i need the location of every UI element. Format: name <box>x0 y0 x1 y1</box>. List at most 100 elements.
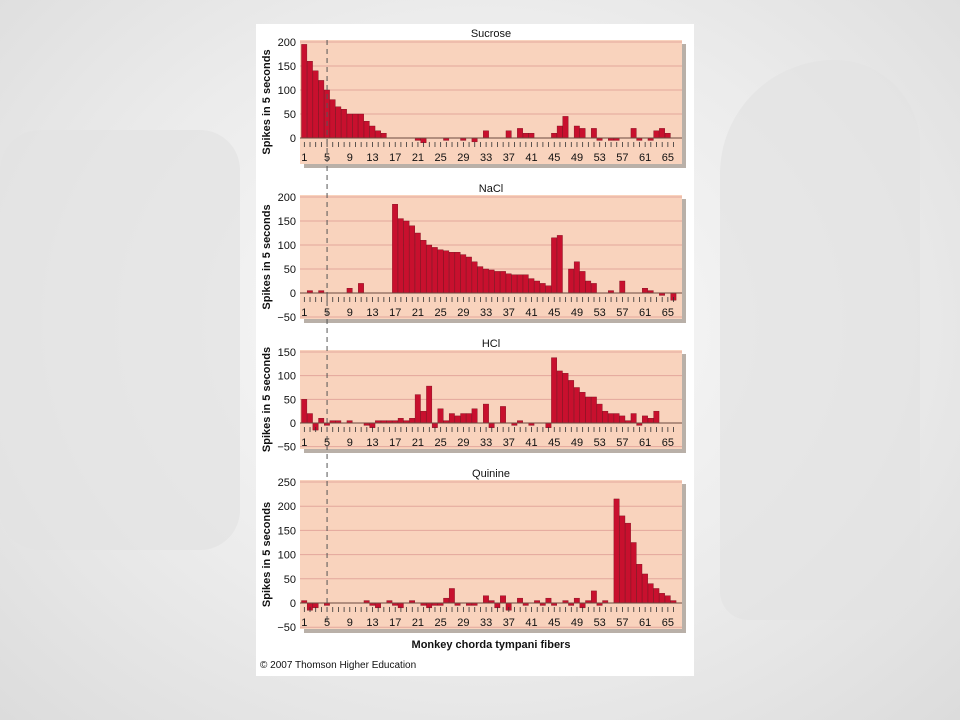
x-tick-label: 61 <box>639 307 651 319</box>
bar <box>329 99 336 139</box>
x-tick-label: 53 <box>594 307 606 319</box>
x-tick-label: 49 <box>571 307 583 319</box>
x-tick-label: 61 <box>639 437 651 449</box>
bar <box>437 249 444 294</box>
bar <box>335 106 342 139</box>
bar <box>448 413 455 424</box>
x-tick-label: 65 <box>662 152 674 164</box>
x-tick-label: 5 <box>324 617 330 629</box>
x-tick-label: 41 <box>525 617 537 629</box>
bar <box>341 108 347 139</box>
x-tick-label: 29 <box>457 152 469 164</box>
bar <box>562 373 569 424</box>
bar <box>522 132 529 139</box>
y-tick-label: 0 <box>290 133 296 145</box>
y-tick-label: 200 <box>278 37 296 49</box>
bar <box>573 597 580 604</box>
bar <box>642 288 648 294</box>
y-tick-label: 50 <box>284 109 296 121</box>
bar <box>318 418 325 424</box>
x-tick-label: 57 <box>616 617 628 629</box>
x-tick-label: 33 <box>480 307 492 319</box>
bar <box>636 564 643 604</box>
y-axis-label: Spikes in 5 seconds <box>261 502 273 607</box>
bar <box>380 132 387 139</box>
bar <box>619 280 626 294</box>
bar <box>426 385 433 424</box>
chart-panel <box>300 40 682 164</box>
bar <box>517 128 523 139</box>
y-tick-label: 50 <box>284 264 296 276</box>
bar <box>500 271 506 294</box>
x-tick-label: 37 <box>503 437 515 449</box>
bar <box>522 274 529 294</box>
x-tick-label: 37 <box>503 617 515 629</box>
bar <box>443 250 450 294</box>
bar <box>545 285 552 294</box>
x-tick-label: 33 <box>480 152 492 164</box>
bar <box>568 380 575 424</box>
bar <box>647 583 654 604</box>
bar <box>556 370 563 424</box>
bar <box>454 251 461 294</box>
bar <box>494 271 501 294</box>
bar <box>505 273 512 294</box>
bar <box>585 396 592 424</box>
y-tick-label: 150 <box>278 216 296 228</box>
bar <box>448 251 455 294</box>
x-tick-label: 9 <box>347 152 353 164</box>
bar <box>551 357 558 424</box>
bar <box>602 410 609 424</box>
bar <box>403 220 410 294</box>
y-tick-label: 150 <box>278 525 296 537</box>
bar <box>312 70 319 139</box>
bar <box>579 392 586 424</box>
bar <box>590 590 597 604</box>
x-tick-label: 57 <box>616 307 628 319</box>
bar <box>414 232 421 294</box>
x-tick-label: 13 <box>366 152 378 164</box>
y-tick-label: 250 <box>278 477 296 489</box>
bar <box>471 408 478 424</box>
bar <box>363 120 370 139</box>
y-axis-label: Spikes in 5 seconds <box>261 204 273 309</box>
bar <box>397 218 404 294</box>
bar <box>409 225 415 294</box>
x-tick-label: 45 <box>548 617 560 629</box>
bar <box>483 130 489 139</box>
chart-sucrose: 0 50 100 150 200 Spikes in 5 seconds Sucrose 1 5… <box>261 28 686 168</box>
bar <box>517 597 523 604</box>
bar <box>585 280 592 294</box>
chart-hcl: −50 0 50 100 150 Spikes in 5 seconds HCl 1 5 9 13 1… <box>261 338 686 454</box>
x-tick-label: 29 <box>457 617 469 629</box>
bar <box>551 237 558 294</box>
bar <box>500 406 506 424</box>
bar <box>625 522 631 604</box>
y-tick-label: 50 <box>284 574 296 586</box>
x-tick-label: 13 <box>366 437 378 449</box>
bar <box>619 415 626 424</box>
bar <box>483 268 489 294</box>
bar <box>551 132 558 139</box>
x-tick-label: 21 <box>412 152 424 164</box>
x-tick-label: 33 <box>480 437 492 449</box>
bar <box>590 128 597 139</box>
bar <box>528 278 535 294</box>
bar <box>517 274 523 294</box>
bar <box>483 595 489 604</box>
bar <box>409 418 415 424</box>
x-tick-label: 17 <box>389 617 401 629</box>
chart-title: Sucrose <box>471 28 511 40</box>
chart-panel <box>300 195 682 319</box>
x-tick-label: 13 <box>366 307 378 319</box>
y-tick-label: 100 <box>278 240 296 252</box>
x-tick-label: 25 <box>435 617 447 629</box>
x-tick-label: 45 <box>548 307 560 319</box>
x-tick-label: 33 <box>480 617 492 629</box>
bar <box>579 128 586 139</box>
x-tick-label: 21 <box>412 437 424 449</box>
x-tick-label: 9 <box>347 307 353 319</box>
bar <box>414 394 421 424</box>
y-tick-label: −50 <box>277 622 296 634</box>
bar <box>397 418 404 424</box>
